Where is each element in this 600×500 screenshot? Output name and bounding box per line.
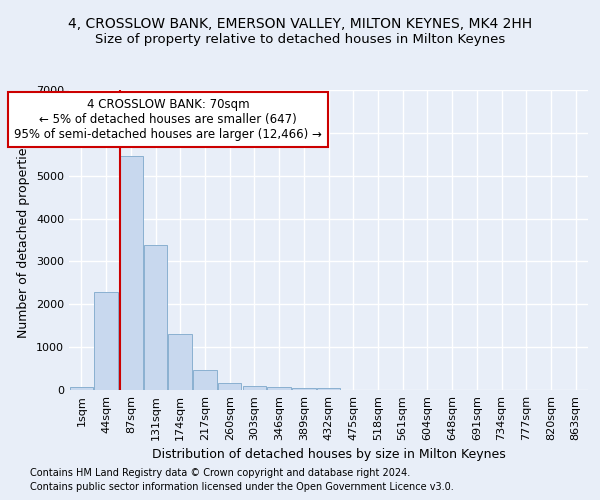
Bar (218, 382, 241, 390)
Text: 4 CROSSLOW BANK: 70sqm
← 5% of detached houses are smaller (647)
95% of semi-det: 4 CROSSLOW BANK: 70sqm ← 5% of detached … (14, 98, 322, 140)
Text: 4, CROSSLOW BANK, EMERSON VALLEY, MILTON KEYNES, MK4 2HH: 4, CROSSLOW BANK, EMERSON VALLEY, MILTON… (68, 18, 532, 32)
Bar (292, 388, 316, 390)
Bar (268, 387, 291, 390)
Text: Size of property relative to detached houses in Milton Keynes: Size of property relative to detached ho… (95, 32, 505, 46)
Text: Contains public sector information licensed under the Open Government Licence v3: Contains public sector information licen… (30, 482, 454, 492)
Bar (94, 292, 118, 390)
Bar (193, 370, 217, 390)
Bar (119, 156, 143, 390)
Y-axis label: Number of detached properties: Number of detached properties (17, 142, 31, 338)
Text: Contains HM Land Registry data © Crown copyright and database right 2024.: Contains HM Land Registry data © Crown c… (30, 468, 410, 477)
X-axis label: Distribution of detached houses by size in Milton Keynes: Distribution of detached houses by size … (152, 448, 505, 462)
Bar (70, 386, 93, 390)
Bar (144, 245, 167, 390)
Bar (317, 388, 340, 390)
Bar (242, 386, 266, 390)
Bar (169, 334, 192, 390)
